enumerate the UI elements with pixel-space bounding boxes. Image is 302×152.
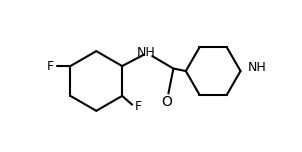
Text: O: O	[162, 95, 173, 109]
Text: F: F	[47, 60, 54, 73]
Text: F: F	[135, 100, 142, 113]
Text: NH: NH	[248, 61, 267, 74]
Text: NH: NH	[137, 46, 156, 59]
